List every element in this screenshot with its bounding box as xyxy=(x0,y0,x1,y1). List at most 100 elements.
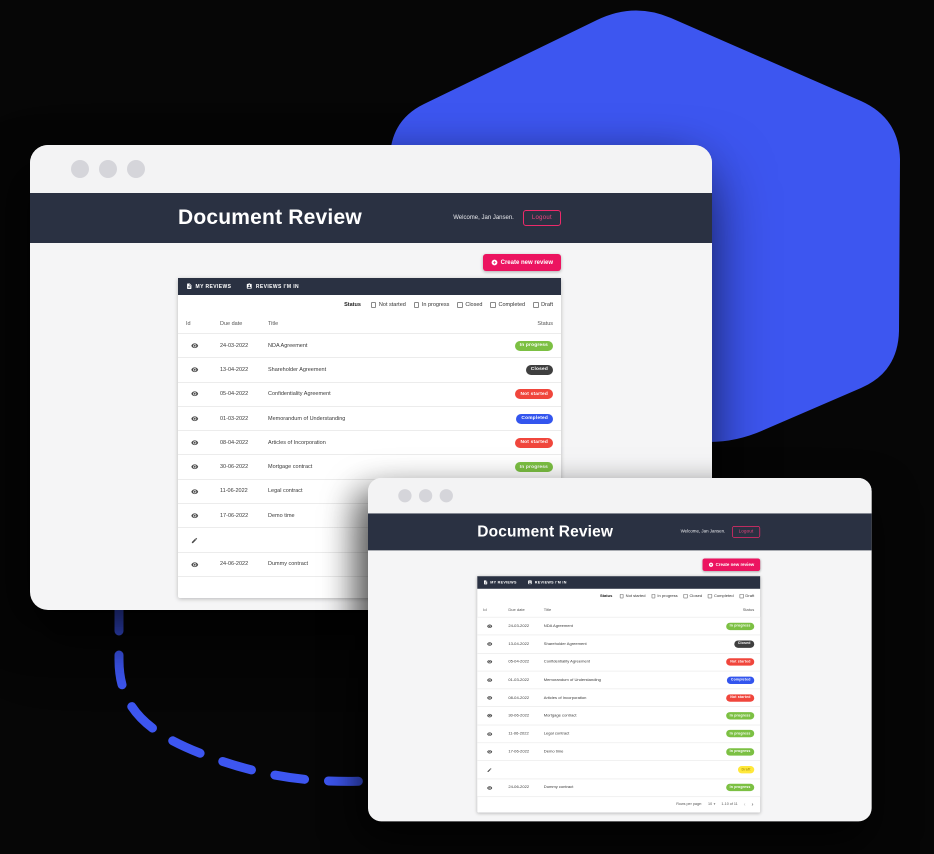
window-control-dot[interactable] xyxy=(127,160,145,178)
eye-icon[interactable] xyxy=(191,561,199,569)
status-filter-checkbox[interactable]: Completed xyxy=(708,594,734,598)
window-control-dot[interactable] xyxy=(71,160,89,178)
eye-icon[interactable] xyxy=(191,366,199,374)
checkbox-icon[interactable] xyxy=(490,302,496,308)
tab-label: REVIEWS I'M IN xyxy=(255,283,300,290)
window-control-dot[interactable] xyxy=(99,160,117,178)
status-filter-checkbox[interactable]: In progress xyxy=(651,594,678,599)
pencil-icon[interactable] xyxy=(191,537,198,544)
eye-icon[interactable] xyxy=(487,659,493,665)
create-review-button[interactable]: Create new review xyxy=(702,558,761,572)
table-row[interactable]: 05-04-2022 Confidentiality Agreement Not… xyxy=(178,381,561,406)
due-date-cell: 17-06-2022 xyxy=(220,512,249,519)
status-filter-checkbox[interactable]: Draft xyxy=(739,593,755,599)
eye-icon[interactable] xyxy=(191,390,199,398)
status-badge: In progress xyxy=(725,712,755,720)
table-row[interactable]: 24-03-2022 NDA Agreement In progress xyxy=(178,333,561,358)
tab-bar: MY REVIEWS REVIEWS I'M IN xyxy=(178,278,561,295)
table-row[interactable]: 11-06-2022 Legal contract In progress xyxy=(477,724,761,743)
checkbox-icon[interactable] xyxy=(413,302,420,308)
table-header-row: Id Due date Title Status xyxy=(178,315,561,333)
create-review-button[interactable]: Create new review xyxy=(482,254,561,271)
eye-icon[interactable] xyxy=(487,623,493,629)
document-icon xyxy=(484,580,488,585)
page-title: Document Review xyxy=(178,206,362,229)
status-filter-checkbox[interactable]: In progress xyxy=(413,302,449,308)
status-filter-checkbox[interactable]: Closed xyxy=(457,302,482,308)
checkbox-icon[interactable] xyxy=(651,594,656,599)
tab-my-reviews[interactable]: MY REVIEWS xyxy=(483,580,516,585)
status-filter-label: Status xyxy=(599,593,613,599)
status-filter-checkbox[interactable]: Not started xyxy=(370,302,406,308)
table-row[interactable]: 01-03-2022 Memorandum of Understanding C… xyxy=(178,405,561,431)
previous-page-button[interactable]: ‹ xyxy=(743,801,746,808)
eye-icon[interactable] xyxy=(487,731,493,737)
checkbox-label: Draft xyxy=(745,593,755,599)
due-date-cell: 01-03-2022 xyxy=(220,415,249,422)
rows-per-page-select[interactable]: 10 ▾ xyxy=(708,803,715,807)
eye-icon[interactable] xyxy=(191,342,199,350)
title-cell: Articles of Incorporation xyxy=(543,695,587,701)
status-filter-checkbox[interactable]: Not started xyxy=(619,594,646,599)
table-row[interactable]: 01-03-2022 Memorandum of Understanding C… xyxy=(477,670,761,689)
tab-reviews-im-in[interactable]: REVIEWS I'M IN xyxy=(246,283,299,290)
eye-icon[interactable] xyxy=(487,713,493,719)
title-cell: Shareholder Agreement xyxy=(543,641,587,647)
eye-icon[interactable] xyxy=(487,785,493,791)
status-filter-checkbox[interactable]: Completed xyxy=(490,302,525,308)
table-body: 24-03-2022 NDA Agreement In progress xyxy=(477,616,761,797)
table-row[interactable]: 24-06-2022 Dummy contract In progress xyxy=(477,778,761,797)
checkbox-icon[interactable] xyxy=(619,594,624,599)
tab-my-reviews[interactable]: MY REVIEWS xyxy=(186,283,231,290)
column-header-title: Title xyxy=(543,607,552,613)
status-filter-checkbox[interactable]: Closed xyxy=(683,594,702,599)
tab-reviews-im-in[interactable]: REVIEWS I'M IN xyxy=(528,580,567,585)
pagination-bar: Rows per page: 10 ▾ 1-10 of 11 ‹ › xyxy=(477,796,761,812)
column-header-status: Status xyxy=(537,321,553,327)
window-control-dot[interactable] xyxy=(398,489,412,503)
table-row[interactable]: 13-04-2022 Shareholder Agreement Closed xyxy=(477,634,761,653)
checkbox-label: Completed xyxy=(713,593,734,599)
welcome-text: Welcome, Jan Jansen. xyxy=(453,215,514,221)
checkbox-icon[interactable] xyxy=(739,594,744,599)
table-row[interactable]: 08-04-2022 Articles of Incorporation Not… xyxy=(178,430,561,455)
eye-icon[interactable] xyxy=(487,641,493,647)
pencil-icon[interactable] xyxy=(487,767,492,772)
eye-icon[interactable] xyxy=(191,512,199,520)
eye-icon[interactable] xyxy=(487,677,493,683)
tab-label: MY REVIEWS xyxy=(490,580,517,585)
eye-icon[interactable] xyxy=(487,749,493,755)
checkbox-label: Closed xyxy=(465,302,483,308)
next-page-button[interactable]: › xyxy=(751,801,754,808)
pagination-range-text: 1-10 of 11 xyxy=(721,802,738,807)
logout-button[interactable]: Logout xyxy=(731,526,761,538)
checkbox-icon[interactable] xyxy=(457,302,463,308)
checkbox-icon[interactable] xyxy=(370,302,377,308)
title-cell: Legal contract xyxy=(543,731,570,737)
eye-icon[interactable] xyxy=(191,439,199,447)
table-row[interactable]: 30-06-2022 Mortgage contract In progress xyxy=(178,454,561,479)
eye-icon[interactable] xyxy=(191,463,199,471)
status-badge: Closed xyxy=(525,364,553,375)
table-row[interactable]: 24-03-2022 NDA Agreement In progress xyxy=(477,616,761,635)
table-row[interactable]: 17-06-2022 Demo time In progress xyxy=(477,742,761,761)
eye-icon[interactable] xyxy=(487,695,493,701)
table-row[interactable]: Draft xyxy=(477,760,761,779)
status-badge: Completed xyxy=(516,413,553,424)
checkbox-icon[interactable] xyxy=(533,302,539,308)
window-control-dot[interactable] xyxy=(418,489,433,503)
eye-icon[interactable] xyxy=(191,488,199,496)
logout-button[interactable]: Logout xyxy=(522,210,561,226)
status-filter-checkbox[interactable]: Draft xyxy=(533,302,553,308)
table-row[interactable]: 30-06-2022 Mortgage contract In progress xyxy=(477,706,761,725)
checkbox-icon[interactable] xyxy=(683,594,688,599)
due-date-cell: 13-04-2022 xyxy=(220,366,249,373)
table-row[interactable]: 08-04-2022 Articles of Incorporation Not… xyxy=(477,688,761,707)
eye-icon[interactable] xyxy=(191,415,199,423)
status-badge: In progress xyxy=(514,462,553,473)
window-control-dot[interactable] xyxy=(439,489,453,503)
checkbox-icon[interactable] xyxy=(708,594,713,599)
table-row[interactable]: 13-04-2022 Shareholder Agreement Closed xyxy=(178,357,561,382)
due-date-cell: 17-06-2022 xyxy=(508,749,530,754)
table-row[interactable]: 05-04-2022 Confidentiality Agreement Not… xyxy=(477,652,761,671)
